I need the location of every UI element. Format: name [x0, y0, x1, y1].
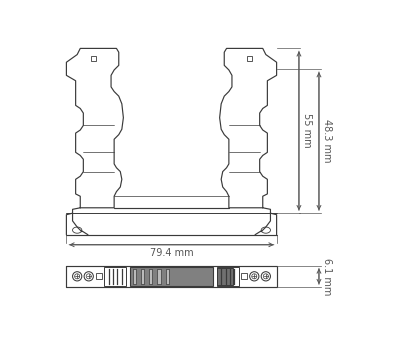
Bar — [158, 269, 160, 284]
Bar — [96, 273, 102, 279]
Bar — [130, 267, 214, 285]
Bar — [141, 269, 144, 284]
Text: 48.3 mm: 48.3 mm — [322, 119, 332, 163]
Text: 55 mm: 55 mm — [302, 113, 312, 148]
Bar — [104, 267, 126, 285]
Bar — [216, 268, 233, 285]
Bar — [91, 56, 96, 62]
Bar — [166, 269, 169, 284]
Bar — [133, 269, 136, 284]
Bar — [149, 269, 152, 284]
Bar — [216, 267, 239, 285]
Bar — [246, 56, 252, 62]
Text: 6.1 mm: 6.1 mm — [322, 258, 332, 295]
Bar — [241, 273, 247, 279]
Text: 79.4 mm: 79.4 mm — [150, 248, 193, 258]
